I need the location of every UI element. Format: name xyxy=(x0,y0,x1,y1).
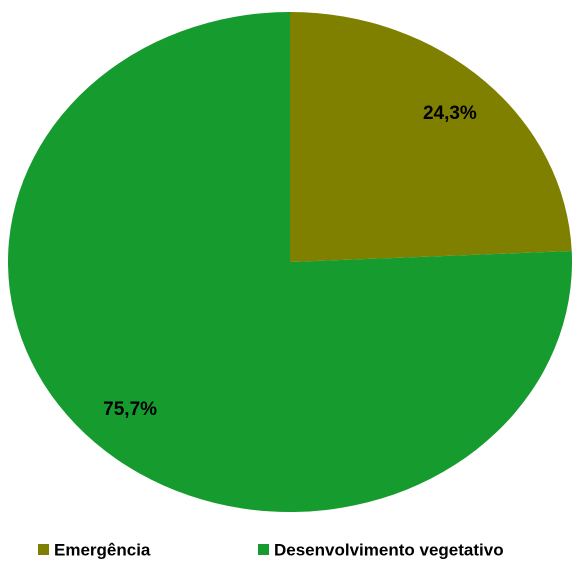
data-label: 75,7% xyxy=(103,399,157,420)
data-label: 24,3% xyxy=(423,103,477,124)
legend-swatch xyxy=(38,544,49,555)
pie-slice xyxy=(290,12,572,262)
legend-swatch xyxy=(258,544,269,555)
pie-slice xyxy=(7,12,573,512)
legend-label: Desenvolvimento vegetativo xyxy=(274,540,504,559)
legend-label: Emergência xyxy=(54,540,151,559)
